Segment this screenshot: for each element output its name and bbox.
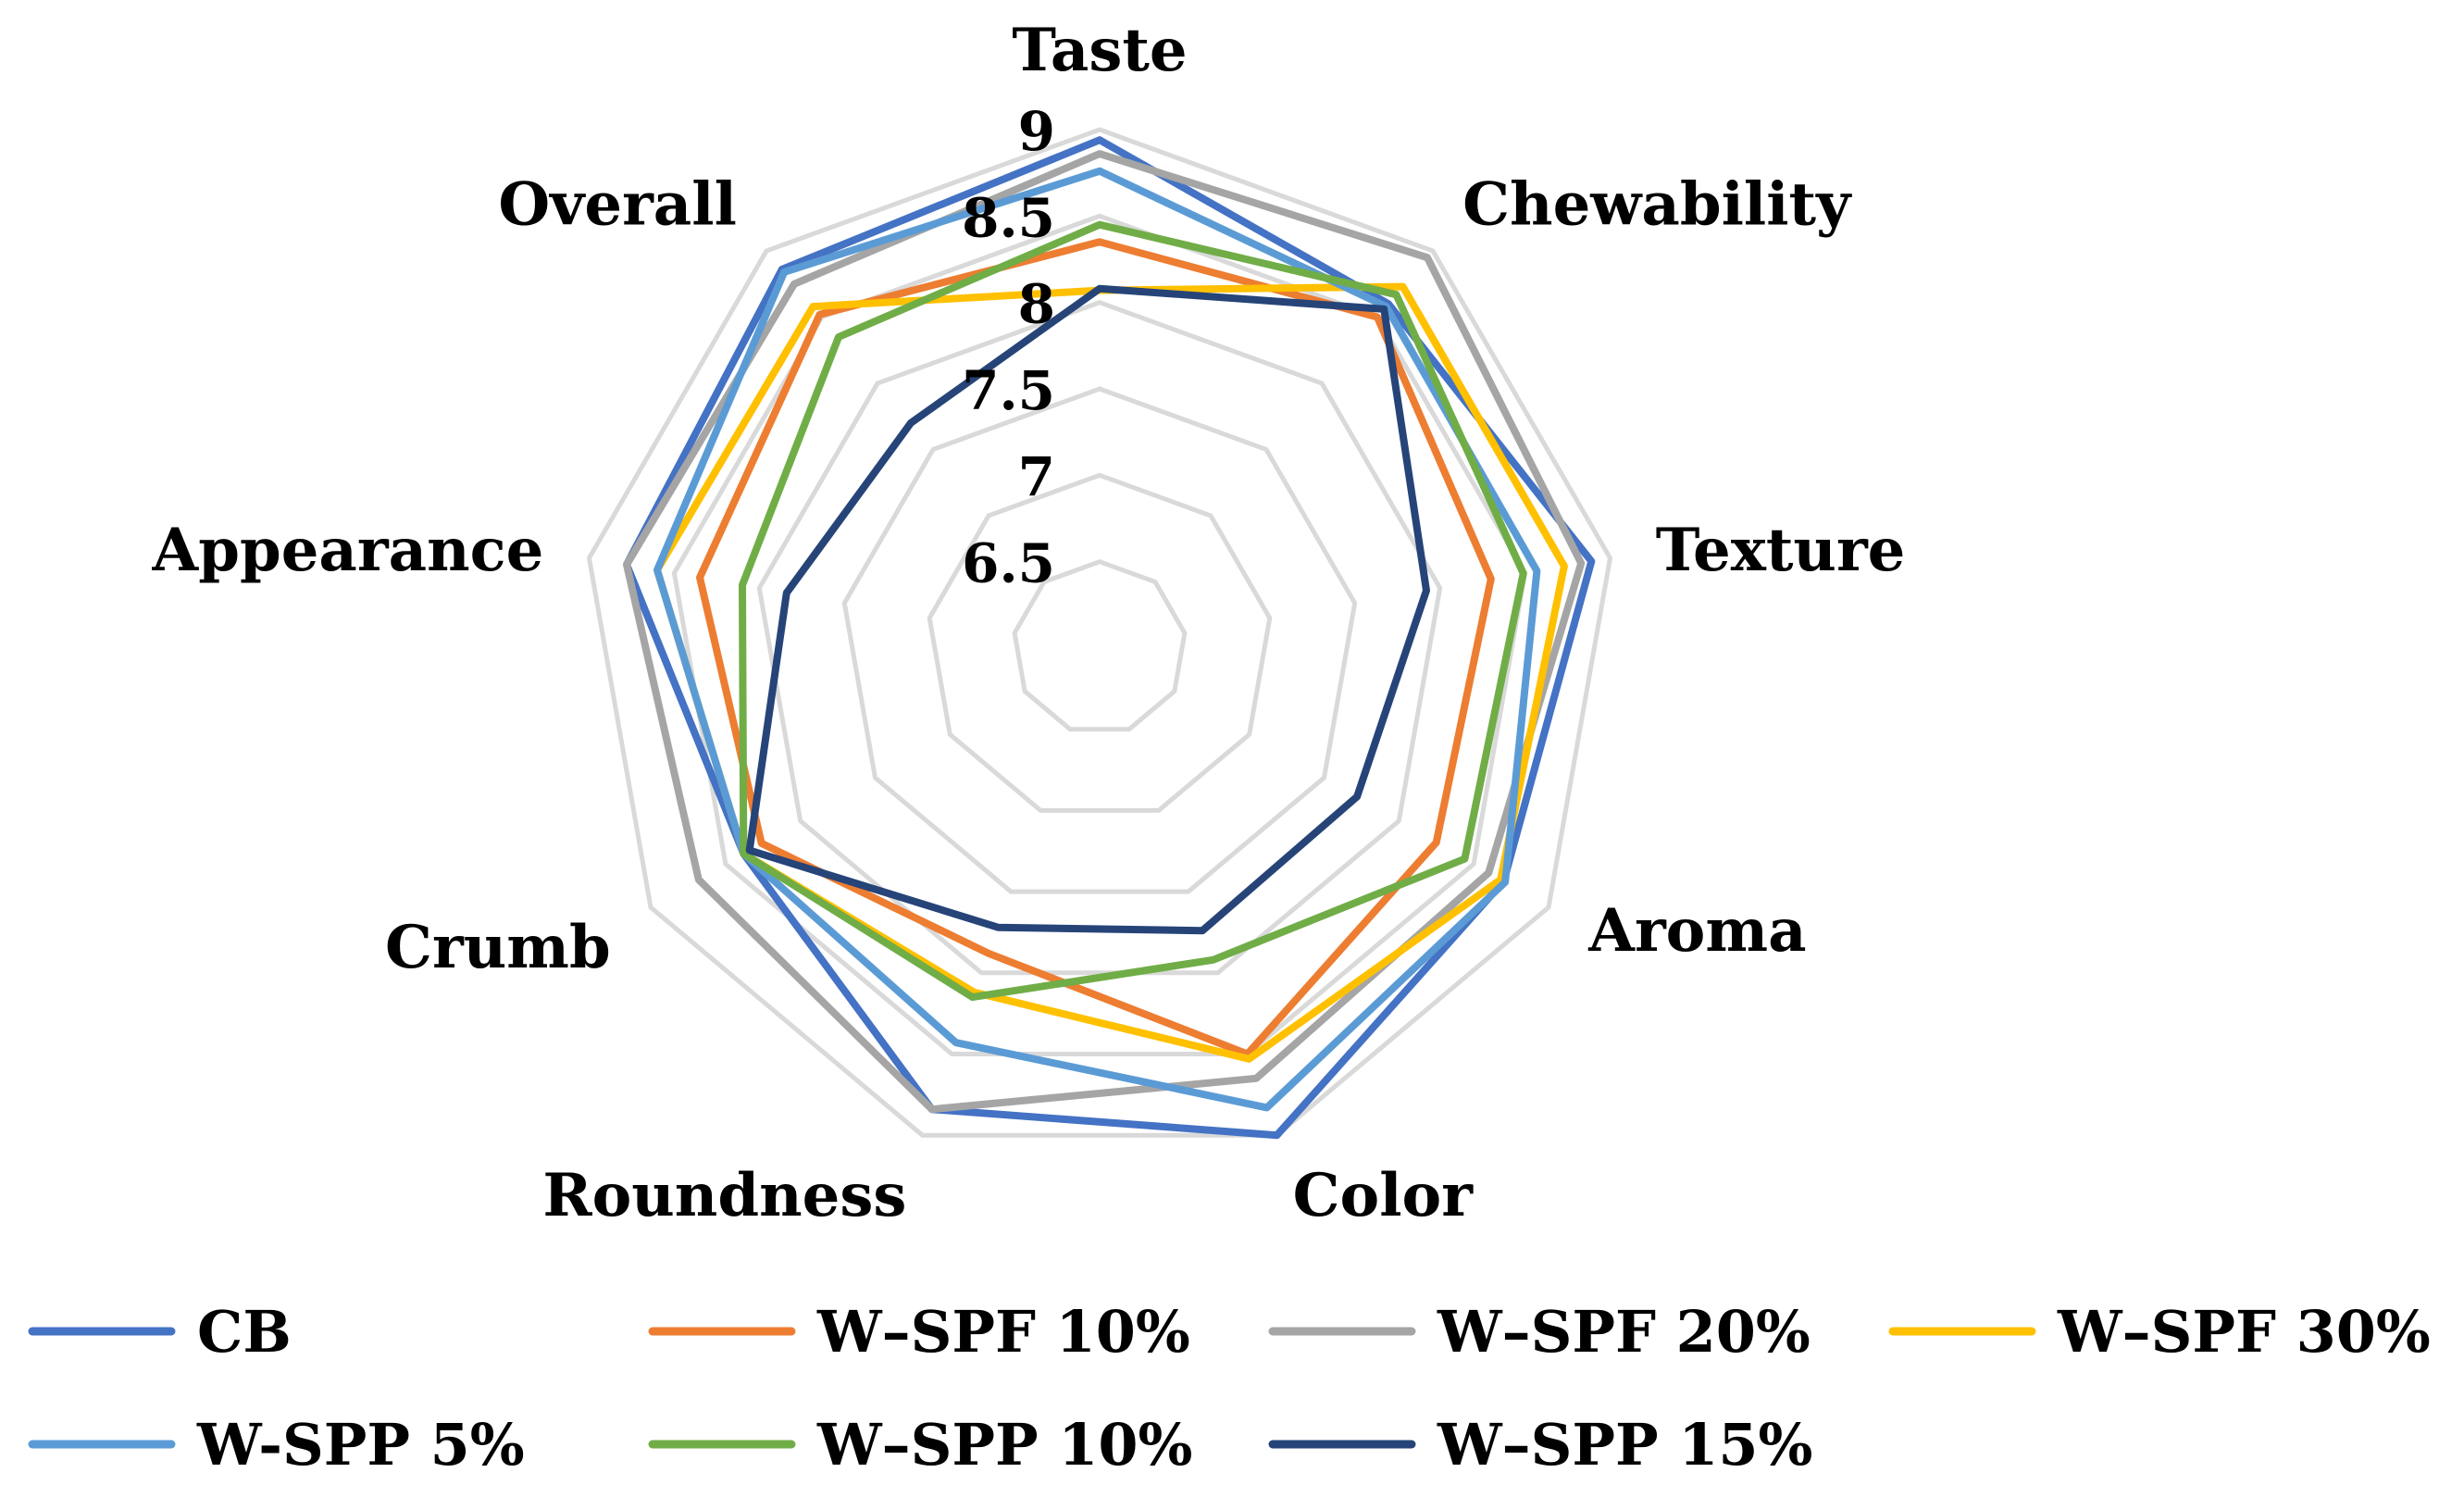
legend-label: W–SPF 20%	[1437, 1298, 1811, 1366]
legend-label: CB	[197, 1298, 292, 1366]
axis-label-crumb: Crumb	[385, 913, 611, 982]
series-w-spf-10	[696, 238, 1495, 1058]
axis-label-texture: Texture	[1656, 516, 1906, 585]
legend-item-w-spp-5: W-SPP 5%	[28, 1411, 525, 1479]
axis-label-color: Color	[1293, 1161, 1475, 1230]
series-w-spf-30	[653, 282, 1568, 1063]
axis-label-roundness: Roundness	[542, 1161, 906, 1230]
axis-label-overall: Overall	[498, 170, 736, 240]
series-w-spp-10	[739, 220, 1527, 1002]
legend-item-w-spp-15: W–SPP 15%	[1268, 1411, 1812, 1479]
legend-label: W–SPF 10%	[816, 1298, 1190, 1366]
legend-item-w-spf-20: W–SPF 20%	[1268, 1298, 1811, 1366]
legend-item-w-spf-30: W–SPF 30%	[1888, 1298, 2431, 1366]
legend-item-w-spp-10: W–SPP 10%	[648, 1411, 1192, 1479]
legend-label: W–SPP 15%	[1437, 1411, 1812, 1479]
tick-label-9: 9	[1018, 100, 1055, 163]
axis-label-aroma: Aroma	[1587, 896, 1806, 966]
tick-label-8-5: 8.5	[962, 186, 1055, 249]
grid-ring-8	[756, 300, 1443, 976]
radial-tick-labels: 6.5 7 7.5 8 8.5 9	[962, 100, 1055, 595]
grid-ring-7-5	[841, 386, 1358, 894]
grid-ring-6-5	[1012, 559, 1188, 732]
radar-series	[623, 136, 1596, 1140]
series-w-spf-20	[623, 150, 1586, 1114]
legend-label: W-SPP 5%	[196, 1411, 525, 1479]
grid-ring-7	[927, 472, 1273, 813]
tick-label-8: 8	[1018, 273, 1055, 336]
grid-ring-9	[586, 127, 1613, 1138]
axis-label-chewability: Chewability	[1462, 170, 1852, 240]
legend: CB W–SPF 10% W–SPF 20% W–SPF 30% W-SPP 5% W–S…	[28, 1298, 2431, 1479]
legend-label: W–SPF 30%	[2057, 1298, 2431, 1366]
tick-label-6-5: 6.5	[962, 532, 1055, 595]
series-w-spp-15	[745, 284, 1430, 935]
legend-item-cb: CB	[28, 1298, 292, 1366]
radar-grid	[586, 127, 1613, 1138]
legend-label: W–SPP 10%	[816, 1411, 1192, 1479]
axis-label-taste: Taste	[1012, 16, 1187, 85]
tick-label-7-5: 7.5	[962, 359, 1055, 422]
axis-labels: Taste Chewability Texture Aroma Color Roundne…	[152, 16, 1906, 1230]
grid-ring-8-5	[671, 213, 1528, 1056]
axis-label-appearance: Appearance	[152, 516, 544, 585]
legend-item-w-spf-10: W–SPF 10%	[648, 1298, 1190, 1366]
tick-label-7: 7	[1018, 445, 1055, 508]
